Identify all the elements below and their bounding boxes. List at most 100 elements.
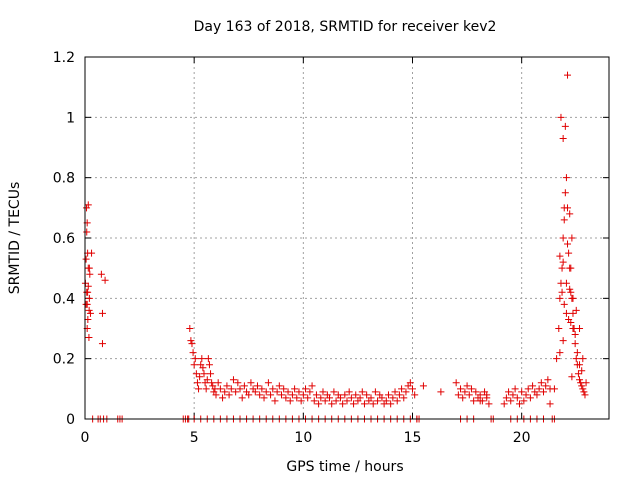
- data-point: [332, 397, 340, 405]
- data-point: [578, 367, 586, 375]
- data-point: [461, 388, 469, 396]
- data-point: [459, 394, 467, 402]
- data-point: [559, 234, 567, 242]
- data-point: [219, 394, 227, 402]
- data-point: [251, 388, 259, 396]
- data-point: [245, 391, 253, 399]
- data-point: [562, 174, 570, 182]
- data-point: [502, 394, 510, 402]
- data-point: [524, 385, 532, 393]
- data-point: [556, 294, 564, 302]
- data-point: [330, 388, 338, 396]
- data-point: [560, 300, 568, 308]
- data-point: [302, 385, 310, 393]
- data-point: [308, 382, 316, 390]
- data-point: [395, 391, 403, 399]
- data-point: [214, 379, 222, 387]
- data-point: [470, 397, 478, 405]
- data-point: [566, 210, 574, 218]
- x-tick-label: 0: [81, 430, 90, 446]
- x-tick-labels: 0 5 10 15 20: [81, 430, 531, 446]
- y-tick-label: 0.2: [53, 352, 75, 368]
- data-point: [562, 309, 570, 317]
- data-point: [205, 361, 213, 369]
- data-point: [555, 325, 563, 332]
- data-point: [190, 361, 198, 369]
- data-point: [291, 385, 299, 393]
- data-point: [569, 309, 577, 317]
- data-point: [84, 201, 92, 209]
- data-point: [275, 382, 283, 390]
- y-tick-label: 1.2: [53, 50, 75, 66]
- data-point: [437, 388, 445, 396]
- data-point: [389, 394, 397, 402]
- data-point: [568, 373, 576, 381]
- y-tick-label: 0: [66, 412, 75, 428]
- data-point: [544, 376, 552, 384]
- data-point: [280, 385, 288, 393]
- data-point: [88, 249, 96, 257]
- x-tick-label: 5: [190, 430, 199, 446]
- data-point: [564, 71, 572, 79]
- data-point: [567, 288, 575, 296]
- data-point: [328, 400, 336, 408]
- data-point: [564, 240, 572, 248]
- data-point: [467, 385, 475, 393]
- data-point: [186, 325, 194, 332]
- data-point: [286, 397, 294, 405]
- data-point: [238, 394, 246, 402]
- data-point: [505, 388, 513, 396]
- data-point: [526, 394, 534, 402]
- data-point: [269, 385, 277, 393]
- data-point: [402, 388, 410, 396]
- data-point: [572, 355, 580, 363]
- data-point: [367, 394, 375, 402]
- data-point: [256, 391, 264, 399]
- data-point: [317, 394, 325, 402]
- data-point: [293, 394, 301, 402]
- data-point: [202, 385, 210, 393]
- data-point: [189, 349, 197, 357]
- x-tick-label: 15: [404, 430, 422, 446]
- data-point: [406, 379, 414, 387]
- data-point: [267, 391, 275, 399]
- data-point: [310, 397, 318, 405]
- data-point: [391, 388, 399, 396]
- data-point: [452, 379, 460, 387]
- data-point: [284, 388, 292, 396]
- data-point: [387, 400, 395, 408]
- chart-title: Day 163 of 2018, SRMTID for receiver kev…: [194, 19, 497, 35]
- data-point: [567, 264, 575, 272]
- data-point: [187, 337, 195, 345]
- data-point: [304, 394, 312, 402]
- data-point: [559, 258, 567, 266]
- data-point: [85, 294, 93, 302]
- data-point: [297, 397, 305, 405]
- data-point: [278, 391, 285, 399]
- y-axis-label: SRMTID / TECUs: [7, 182, 23, 295]
- data-point: [85, 334, 93, 342]
- data-point: [312, 391, 320, 399]
- data-point: [85, 264, 93, 272]
- data-point: [398, 385, 406, 393]
- data-point: [472, 388, 480, 396]
- data-point: [85, 306, 93, 314]
- data-point: [204, 355, 212, 363]
- data-point: [196, 373, 204, 381]
- data-point: [260, 394, 268, 402]
- data-point: [546, 400, 554, 408]
- data-point: [360, 400, 368, 408]
- data-point: [232, 388, 240, 396]
- data-point: [581, 391, 589, 399]
- data-point: [352, 391, 360, 399]
- data-point: [358, 388, 366, 396]
- data-point: [483, 391, 491, 399]
- data-point: [336, 394, 344, 402]
- data-point: [556, 349, 564, 357]
- data-point: [558, 264, 566, 272]
- data-point: [558, 288, 566, 296]
- data-point: [509, 391, 517, 399]
- data-point: [229, 376, 237, 384]
- data-point: [572, 306, 580, 314]
